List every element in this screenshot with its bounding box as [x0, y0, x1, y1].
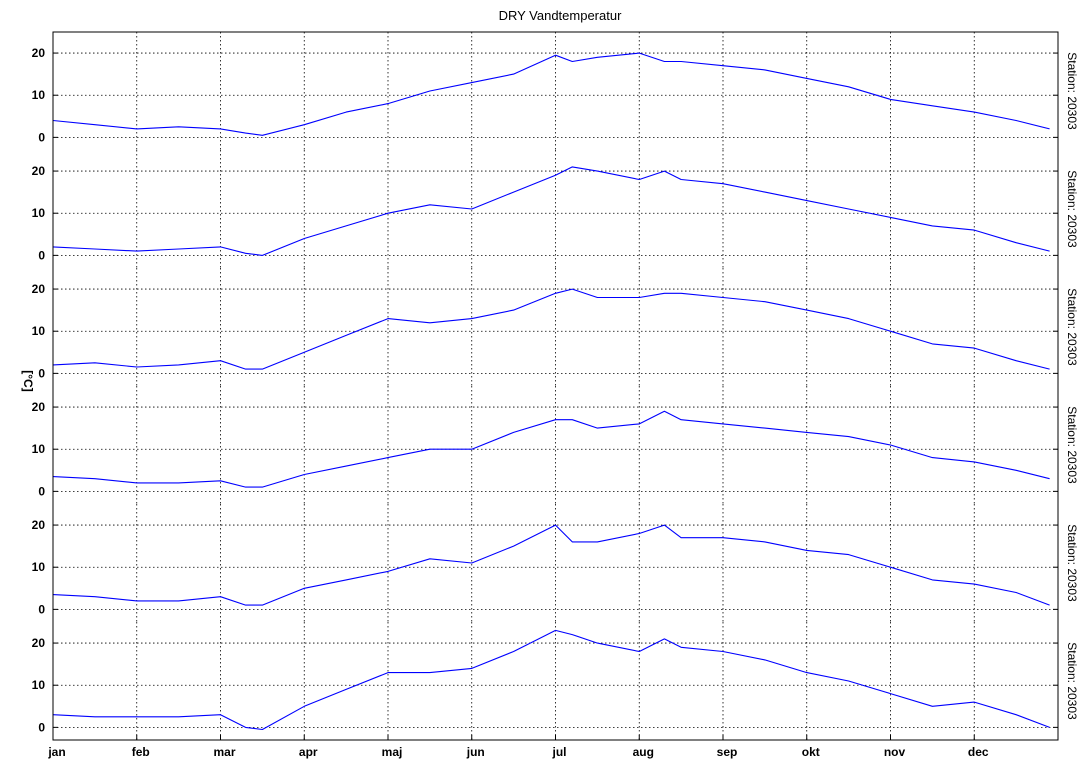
station-label: Station: 20303: [1065, 288, 1079, 366]
y-tick-label: 0: [38, 602, 45, 616]
x-tick-label: sep: [717, 745, 738, 759]
x-tick-label: mar: [213, 745, 235, 759]
x-tick-label: nov: [884, 745, 906, 759]
series-line: [52, 166, 1050, 256]
station-label: Station: 20303: [1065, 170, 1079, 248]
x-tick-label: okt: [802, 745, 820, 759]
y-tick-label: 0: [38, 720, 45, 734]
y-tick-label: 10: [32, 442, 46, 456]
x-tick-label: jan: [47, 745, 65, 759]
y-tick-label: 0: [38, 366, 45, 380]
y-tick-label: 0: [38, 248, 45, 262]
series-line: [52, 288, 1050, 370]
y-axis-label: [°C]: [21, 370, 35, 391]
x-tick-label: feb: [132, 745, 150, 759]
y-tick-label: 20: [32, 518, 46, 532]
y-tick-label: 20: [32, 636, 46, 650]
y-tick-label: 10: [32, 88, 46, 102]
panel-1: 0 10 20 Station: 20303: [32, 32, 1079, 150]
series-line: [52, 524, 1050, 606]
y-tick-label: 10: [32, 206, 46, 220]
y-tick-label: 20: [32, 282, 46, 296]
x-axis-ticks: jan feb mar apr maj jun jul aug sep okt nov dec: [47, 735, 989, 759]
station-label: Station: 20303: [1065, 406, 1079, 484]
panel-2: 0 10 20 Station: 20303: [32, 150, 1079, 268]
panels: 0 10 20 Station: 20303 0 10 20 Station: 20303 0 1…: [32, 31, 1079, 741]
x-tick-label: jun: [466, 745, 485, 759]
series-line: [52, 52, 1050, 136]
y-tick-label: 20: [32, 400, 46, 414]
y-tick-label: 20: [32, 164, 46, 178]
y-tick-label: 20: [32, 46, 46, 60]
x-tick-label: aug: [633, 745, 654, 759]
panel-6: 0 10 20 Station: 20303: [32, 622, 1079, 740]
x-tick-label: dec: [968, 745, 989, 759]
y-tick-label: 0: [38, 484, 45, 498]
x-tick-label: apr: [299, 745, 318, 759]
station-label: Station: 20303: [1065, 52, 1079, 130]
y-tick-label: 0: [38, 130, 45, 144]
panel-5: 0 10 20 Station: 20303: [32, 504, 1079, 622]
y-tick-label: 10: [32, 678, 46, 692]
series-line: [52, 410, 1050, 488]
panel-3: 0 10 20 Station: 20303: [32, 268, 1079, 386]
y-tick-label: 10: [32, 560, 46, 574]
x-tick-label: jul: [552, 745, 567, 759]
x-tick-label: maj: [382, 745, 403, 759]
chart-title: DRY Vandtemperatur: [499, 8, 623, 23]
station-label: Station: 20303: [1065, 524, 1079, 602]
station-label: Station: 20303: [1065, 642, 1079, 720]
y-tick-label: 10: [32, 324, 46, 338]
series-line: [52, 629, 1050, 731]
panel-4: 0 10 20 Station: 20303: [32, 386, 1079, 504]
